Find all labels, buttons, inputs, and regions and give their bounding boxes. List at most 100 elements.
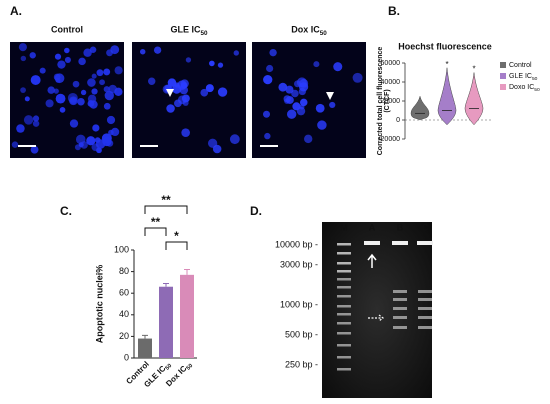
error-bar — [163, 282, 169, 287]
y-tick-label: 60000 — [381, 60, 401, 67]
y-tick-label: 0 — [124, 352, 129, 362]
fragment-band — [393, 326, 407, 329]
y-axis-label: (CTCF) — [384, 89, 391, 112]
nucleus — [278, 82, 288, 92]
nucleus — [23, 115, 34, 125]
nucleus — [181, 94, 190, 103]
y-axis-label: Apoptotic nuclei% — [94, 265, 104, 344]
ladder-band — [337, 243, 351, 246]
nucleus — [292, 102, 301, 111]
image-title: Control — [51, 24, 83, 34]
significance-bracket — [144, 205, 188, 214]
nucleus — [64, 47, 70, 54]
nucleus — [217, 87, 228, 97]
panel-label: A. — [10, 4, 22, 18]
nucleus — [181, 128, 190, 137]
lane-label: M — [340, 222, 348, 232]
panel-label: D. — [250, 204, 262, 218]
nucleus — [106, 115, 116, 125]
nucleus — [315, 103, 325, 113]
nucleus — [266, 64, 274, 73]
nucleus — [139, 48, 146, 55]
nucleus — [200, 88, 209, 97]
nucleus — [110, 45, 120, 55]
error-bar — [184, 268, 190, 275]
nucleus — [148, 77, 156, 85]
ladder-band — [337, 322, 351, 325]
ladder-band — [337, 332, 351, 335]
nucleus — [47, 86, 55, 94]
violin — [410, 96, 430, 121]
legend-swatch — [500, 84, 506, 90]
nucleus — [114, 66, 123, 75]
nucleus — [75, 134, 86, 145]
nucleus — [55, 93, 66, 104]
nucleus — [114, 87, 123, 96]
nucleus — [99, 79, 105, 86]
nucleus — [317, 120, 327, 130]
y-tick-label: 40 — [119, 309, 129, 319]
ladder-band — [337, 305, 351, 308]
legend-swatch — [500, 62, 506, 68]
nucleus — [303, 134, 313, 144]
nucleus — [96, 147, 102, 154]
nucleus — [91, 88, 98, 95]
nucleus — [59, 107, 66, 113]
fragment-band — [393, 290, 407, 293]
legend-label: Control — [509, 62, 532, 69]
nucleus — [333, 62, 343, 72]
nucleus — [264, 132, 271, 140]
y-tick-label: -20000 — [378, 136, 400, 143]
nucleus — [300, 98, 308, 107]
nucleus — [87, 78, 96, 87]
fragment-band — [418, 307, 432, 310]
nucleus — [167, 78, 177, 87]
significance: ** — [161, 193, 171, 207]
significance-bracket — [165, 241, 188, 250]
size-label: 10000 bp - — [275, 239, 318, 249]
nucleus — [96, 69, 104, 77]
nucleus — [103, 86, 110, 93]
nucleus — [212, 144, 222, 154]
size-label: 1000 bp - — [280, 299, 318, 309]
nucleus — [233, 50, 239, 56]
significance: * — [445, 60, 448, 69]
nucleus — [83, 48, 92, 57]
ladder-band — [337, 252, 351, 255]
ladder-band — [337, 313, 351, 316]
nucleus — [92, 124, 100, 132]
y-tick-label: 20 — [119, 331, 129, 341]
arrowhead — [326, 92, 334, 100]
nucleus — [57, 60, 66, 69]
nucleus — [110, 127, 120, 137]
y-tick-label: 0 — [396, 117, 400, 124]
nucleus — [20, 87, 26, 94]
lane-label: A — [369, 222, 376, 232]
nucleus — [32, 115, 40, 122]
nucleus — [54, 53, 62, 60]
significance-bracket — [144, 227, 167, 236]
nucleus — [217, 62, 224, 68]
violin — [464, 72, 484, 126]
nucleus — [209, 60, 215, 67]
nucleus — [103, 102, 111, 110]
nucleus — [30, 75, 41, 86]
fragment-band — [393, 316, 407, 319]
ladder-band — [337, 270, 351, 273]
bar — [138, 338, 152, 358]
lane-label: B — [397, 222, 404, 232]
nucleus — [53, 88, 59, 94]
nucleus — [87, 94, 97, 104]
nucleus — [18, 43, 27, 52]
ladder-band — [337, 286, 351, 289]
nucleus — [39, 67, 46, 74]
size-label: 250 bp - — [285, 359, 318, 369]
nucleus — [77, 97, 85, 106]
nucleus — [229, 134, 240, 145]
gdna-band — [364, 241, 380, 245]
fragment-band — [393, 307, 407, 310]
gdna-band — [392, 241, 408, 245]
nucleus — [285, 85, 294, 94]
arrowhead — [166, 89, 174, 97]
nucleus — [11, 141, 19, 148]
